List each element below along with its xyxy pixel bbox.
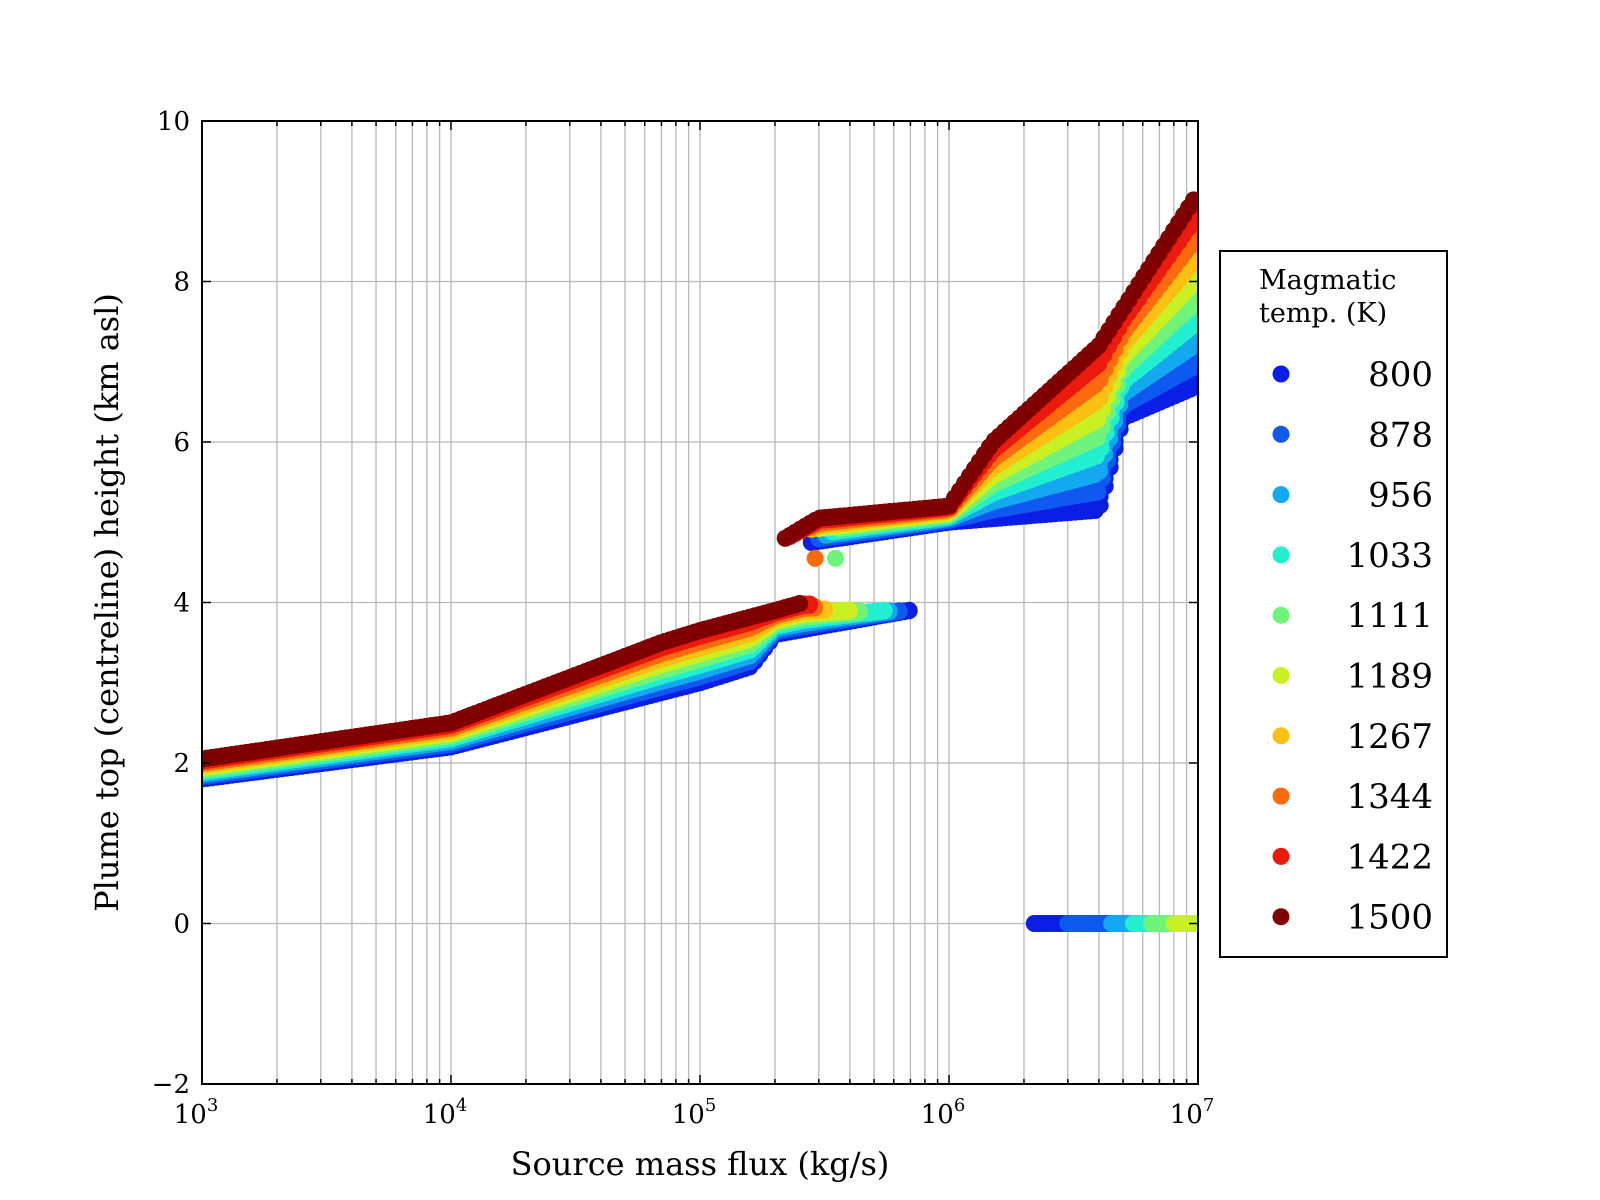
x-tick-label: 106 bbox=[921, 1095, 966, 1130]
isolated-point-1344 bbox=[806, 549, 824, 567]
scatter-points bbox=[202, 191, 1198, 932]
legend-title-line-2: temp. (K) bbox=[1259, 298, 1387, 329]
x-tick-exponent: 3 bbox=[207, 1095, 218, 1116]
isolated-point-1111 bbox=[826, 549, 844, 567]
legend-label: 1267 bbox=[1346, 717, 1433, 757]
x-tick-label: 107 bbox=[1170, 1095, 1215, 1130]
x-tick-base: 10 bbox=[423, 1100, 456, 1130]
x-tick-exponent: 7 bbox=[1203, 1095, 1214, 1116]
y-tick-label: 4 bbox=[173, 589, 190, 619]
legend-marker bbox=[1272, 606, 1290, 624]
x-tick-exponent: 6 bbox=[954, 1095, 965, 1116]
grid bbox=[202, 121, 1198, 1084]
legend-marker bbox=[1272, 486, 1290, 504]
legend-marker bbox=[1272, 546, 1290, 564]
legend-label: 1422 bbox=[1346, 837, 1433, 877]
legend-label: 1500 bbox=[1346, 898, 1433, 938]
x-tick-label: 103 bbox=[174, 1095, 219, 1130]
y-tick-label: −2 bbox=[152, 1070, 190, 1100]
legend-label: 1189 bbox=[1346, 657, 1433, 697]
y-tick-label: 0 bbox=[173, 910, 190, 940]
x-tick-exponent: 4 bbox=[456, 1095, 467, 1116]
x-tick-base: 10 bbox=[174, 1100, 207, 1130]
data-point bbox=[840, 601, 858, 619]
legend-label: 878 bbox=[1368, 415, 1433, 455]
legend-marker bbox=[1272, 425, 1290, 443]
legend-title-line-1: Magmatic bbox=[1259, 265, 1396, 296]
y-tick-label: 10 bbox=[157, 107, 190, 137]
x-tick-exponent: 5 bbox=[705, 1095, 716, 1116]
x-tick-base: 10 bbox=[921, 1100, 954, 1130]
legend-marker bbox=[1272, 847, 1290, 865]
x-tick-base: 10 bbox=[672, 1100, 705, 1130]
x-tick-base: 10 bbox=[1170, 1100, 1203, 1130]
data-point bbox=[791, 595, 809, 613]
legend-marker bbox=[1272, 727, 1290, 745]
data-point bbox=[1185, 191, 1198, 209]
x-tick-label: 105 bbox=[672, 1095, 717, 1130]
legend-label: 956 bbox=[1368, 476, 1433, 516]
x-tick-label: 104 bbox=[423, 1095, 468, 1130]
y-axis-label: Plume top (centreline) height (km asl) bbox=[88, 293, 126, 912]
data-point bbox=[875, 601, 893, 619]
legend-marker bbox=[1272, 365, 1290, 383]
legend-marker bbox=[1272, 787, 1290, 805]
legend: Magmatic temp. (K) 800 878 956 1033 1111 1189… bbox=[1219, 250, 1448, 958]
x-tick-labels: 103 104 105 106 107 bbox=[174, 1095, 1215, 1130]
legend-label: 1033 bbox=[1346, 536, 1433, 576]
legend-label: 1344 bbox=[1346, 777, 1433, 817]
legend-label: 1111 bbox=[1346, 596, 1433, 636]
y-tick-label: 2 bbox=[173, 749, 190, 779]
series-1189-collapsed bbox=[1165, 915, 1198, 932]
y-tick-labels: −2 0 2 4 6 8 10 bbox=[152, 107, 190, 1100]
legend-label: 800 bbox=[1368, 355, 1433, 395]
y-tick-label: 6 bbox=[173, 428, 190, 458]
x-axis-label: Source mass flux (kg/s) bbox=[511, 1145, 890, 1183]
y-tick-label: 8 bbox=[173, 268, 190, 298]
legend-marker bbox=[1272, 908, 1290, 926]
legend-marker bbox=[1272, 667, 1290, 684]
